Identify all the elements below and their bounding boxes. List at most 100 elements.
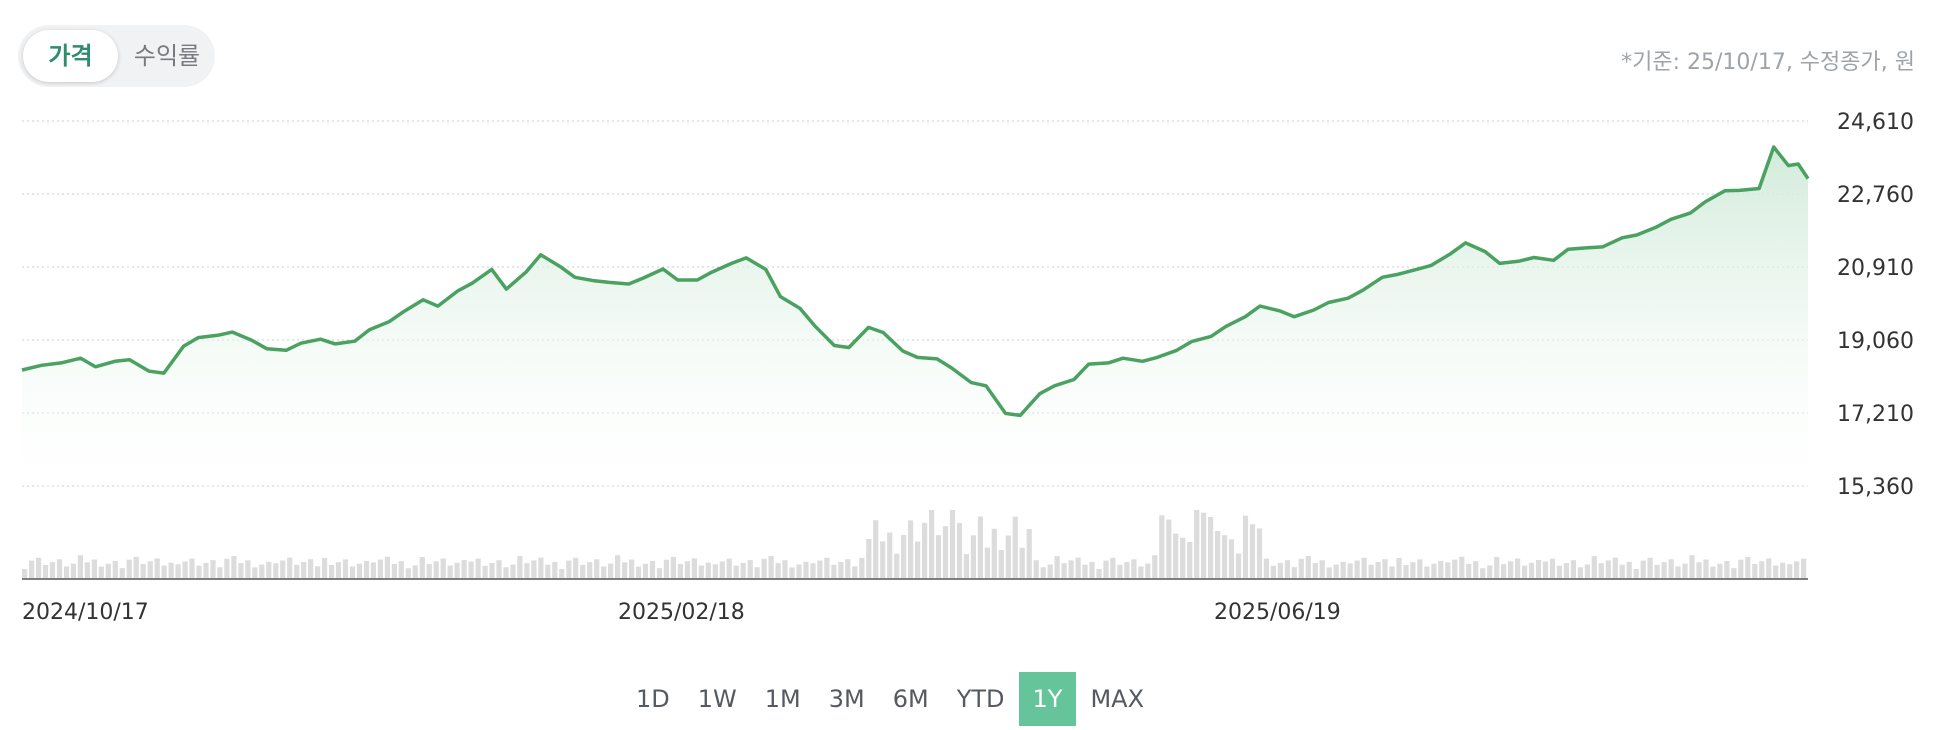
- volume-bar: [1424, 566, 1430, 578]
- y-tick-label: 15,360: [1837, 475, 1914, 500]
- volume-bar: [510, 564, 516, 578]
- volume-bar: [252, 567, 258, 578]
- volume-bar: [1647, 557, 1653, 578]
- volume-bar: [796, 564, 802, 578]
- volume-bar: [1173, 533, 1179, 578]
- volume-bar: [922, 522, 928, 578]
- x-axis-ticks: 2024/10/17 2025/02/18 2025/06/19: [22, 600, 1341, 625]
- volume-bar: [691, 558, 697, 578]
- volume-bar: [36, 557, 42, 578]
- volume-bar: [329, 565, 335, 578]
- volume-bar: [531, 560, 537, 578]
- period-button-1d[interactable]: 1D: [636, 685, 670, 713]
- period-button-6m[interactable]: 6M: [892, 685, 929, 713]
- period-button-1m[interactable]: 1M: [764, 685, 801, 713]
- volume-bar: [1731, 568, 1737, 578]
- volume-bar: [1591, 556, 1597, 578]
- volume-bar: [154, 558, 160, 578]
- volume-bar: [1145, 563, 1151, 578]
- volume-bar: [887, 532, 893, 578]
- volume-bar: [1501, 564, 1507, 578]
- volume-bar: [719, 561, 725, 578]
- volume-bar: [503, 567, 509, 578]
- volume-bar: [63, 566, 70, 578]
- volume-bar: [84, 562, 90, 578]
- return-tab[interactable]: 수익률: [133, 42, 201, 70]
- volume-bar: [280, 560, 286, 578]
- volume-bar: [1194, 510, 1200, 578]
- volume-bar: [126, 559, 132, 578]
- volume-bar: [42, 564, 49, 578]
- volume-bar: [998, 550, 1004, 578]
- volume-bar: [984, 547, 990, 578]
- volume-bar: [419, 557, 425, 578]
- volume-bar: [705, 562, 711, 578]
- period-button-3m[interactable]: 3M: [828, 685, 865, 713]
- price-return-toggle: 가격 수익률: [18, 25, 215, 87]
- volume-bar: [308, 559, 314, 578]
- volume-bar: [782, 560, 788, 578]
- volume-bar: [1040, 567, 1046, 578]
- price-line: [21, 145, 1810, 418]
- volume-bar: [698, 565, 704, 578]
- volume-bar: [1738, 559, 1744, 578]
- volume-bar: [1082, 564, 1088, 578]
- volume-bar: [1215, 531, 1221, 578]
- volume-bar: [949, 510, 956, 578]
- volume-bar: [929, 510, 935, 578]
- volume-bar: [615, 555, 621, 578]
- volume-bar: [196, 565, 202, 578]
- volume-bar: [1584, 564, 1590, 578]
- volume-bar: [1689, 555, 1695, 578]
- volume-bar: [1466, 563, 1472, 578]
- volume-bar: [294, 564, 300, 578]
- basis-note: *기준: 25/10/17, 수정종가, 원: [1621, 50, 1915, 75]
- volume-bar: [1745, 556, 1751, 578]
- volume-bar: [901, 534, 907, 578]
- volume-bar: [1242, 515, 1249, 578]
- volume-bar: [824, 557, 830, 578]
- volume-bar: [908, 520, 914, 578]
- volume-bar: [915, 541, 921, 578]
- volume-bar: [608, 563, 614, 578]
- volume-bar: [538, 557, 544, 578]
- volume-bar: [342, 559, 349, 578]
- volume-bar: [712, 564, 718, 578]
- volume-bar: [1396, 557, 1402, 578]
- y-tick-label: 17,210: [1837, 402, 1914, 427]
- volume-bar: [405, 568, 411, 578]
- volume-bar: [224, 558, 230, 578]
- volume-bar: [587, 562, 593, 578]
- period-button-ytd[interactable]: YTD: [956, 685, 1005, 713]
- period-button-max[interactable]: MAX: [1090, 685, 1145, 713]
- volume-bar: [831, 564, 837, 578]
- volume-bar: [1375, 562, 1381, 578]
- volume-bar: [1556, 565, 1562, 578]
- volume-bar: [810, 563, 816, 578]
- volume-bar: [412, 565, 418, 578]
- volume-bar: [426, 564, 432, 578]
- volume-bar: [1054, 556, 1060, 578]
- volume-bar: [91, 559, 97, 578]
- volume-bar: [1508, 561, 1514, 578]
- volume-bar: [677, 564, 683, 578]
- period-button-1w[interactable]: 1W: [697, 685, 737, 713]
- volume-bar: [1368, 564, 1374, 578]
- volume-bar: [559, 569, 565, 578]
- volume-bar: [301, 562, 307, 578]
- volume-bar: [789, 567, 795, 578]
- volume-bar: [1759, 561, 1765, 578]
- volume-bar: [852, 566, 858, 578]
- volume-bar: [880, 541, 886, 578]
- price-tab[interactable]: 가격: [23, 30, 118, 82]
- volume-bar: [991, 528, 997, 578]
- volume-bar: [119, 568, 125, 578]
- volume-bar: [1668, 559, 1674, 578]
- volume-bar: [1787, 564, 1793, 578]
- volume-bar: [1354, 560, 1360, 578]
- period-button-1y[interactable]: 1Y: [1018, 672, 1077, 726]
- volume-bar: [391, 563, 397, 578]
- volume-bar: [112, 561, 118, 578]
- volume-bar: [1005, 535, 1011, 578]
- volume-bar: [1612, 557, 1618, 578]
